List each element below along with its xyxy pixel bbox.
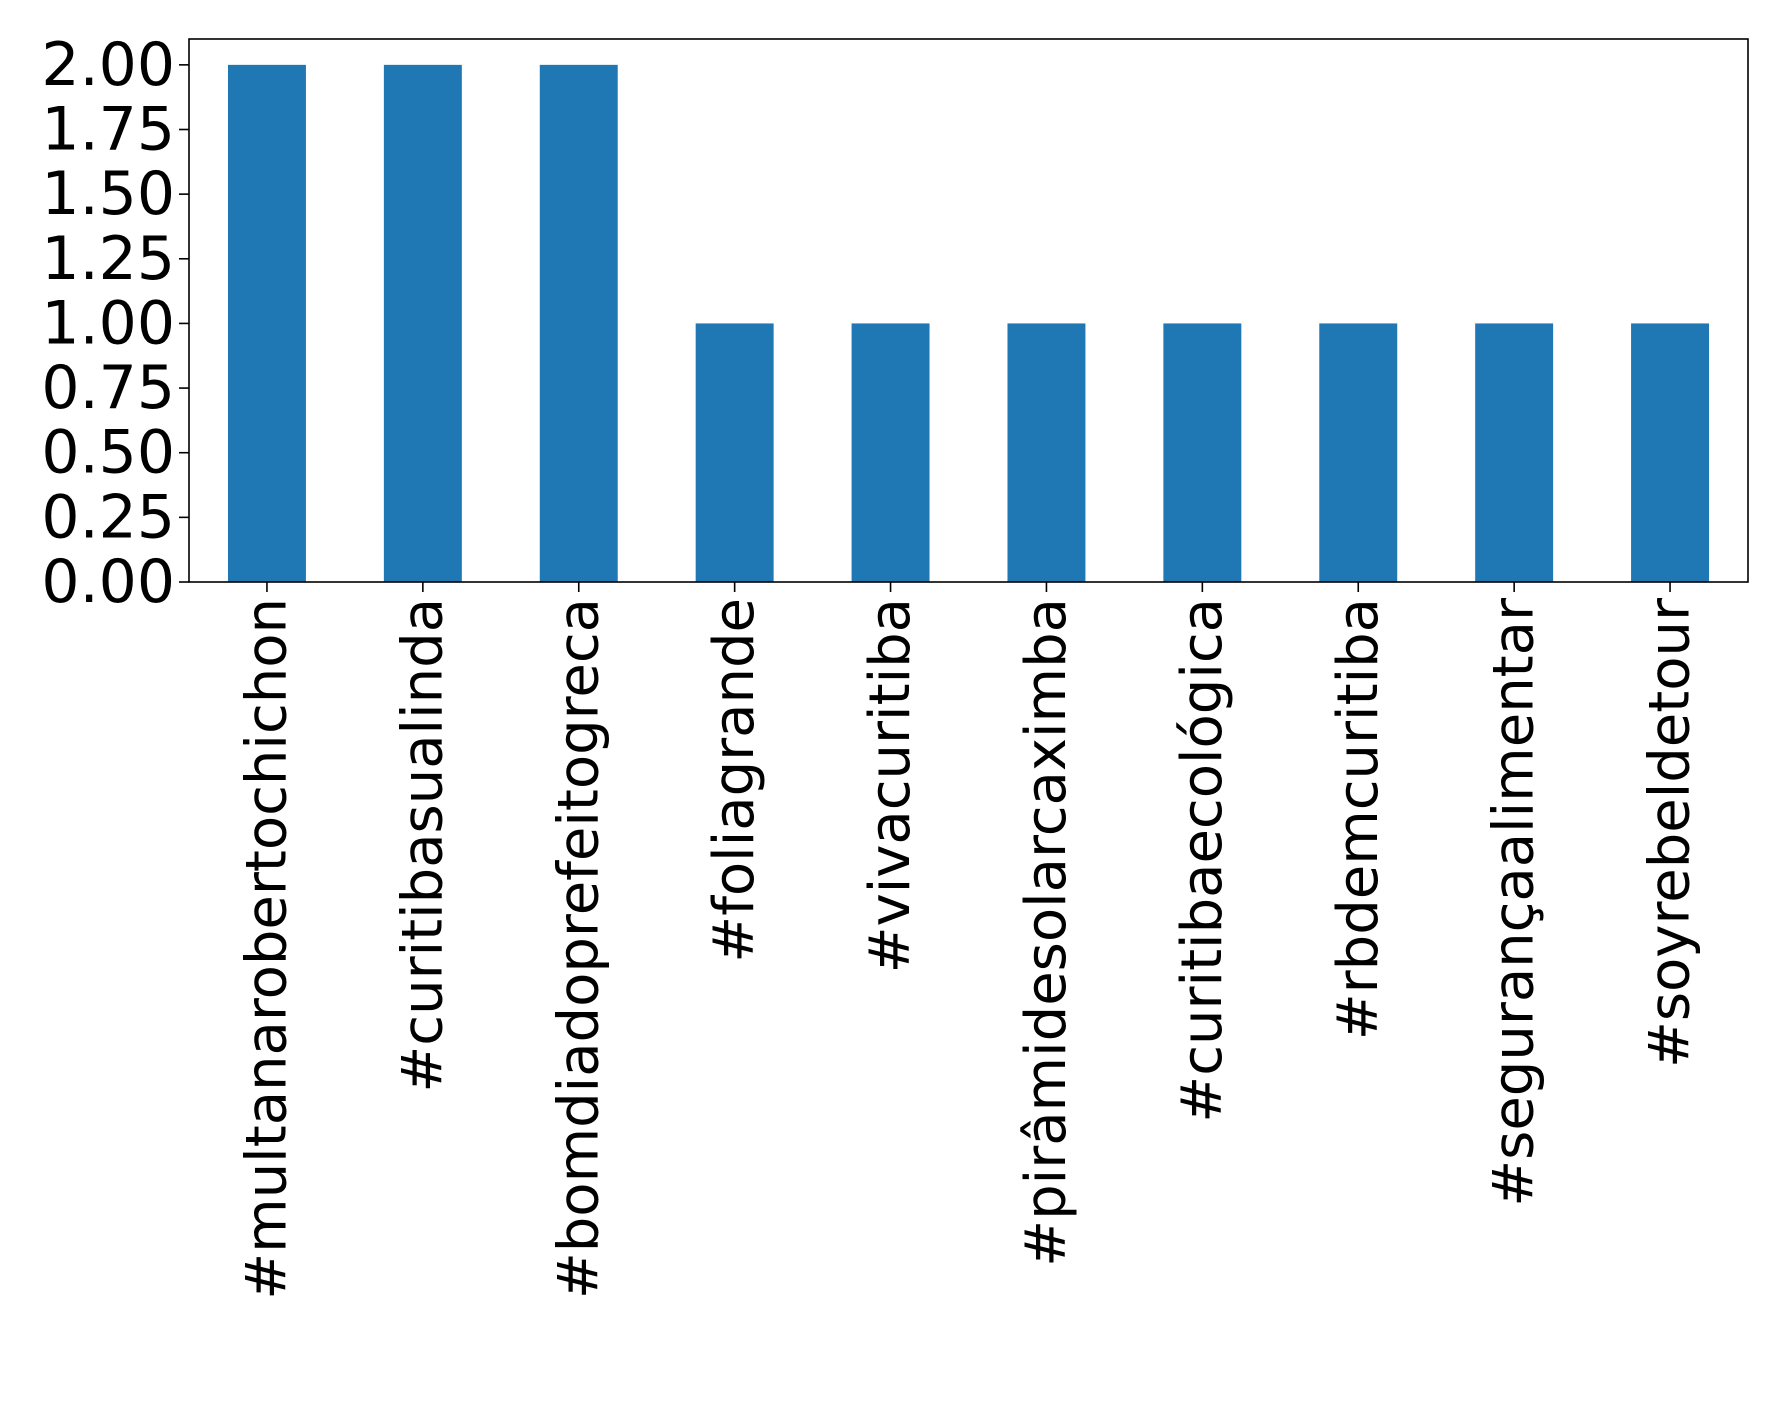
bar bbox=[1163, 323, 1242, 582]
bar bbox=[1475, 323, 1554, 582]
x-tick-label: #rbdemcuritiba bbox=[1326, 598, 1391, 1040]
y-tick-label: 1.75 bbox=[41, 95, 175, 165]
y-tick-label: 0.50 bbox=[41, 418, 175, 488]
x-tick-label: #curitibaecológica bbox=[1170, 598, 1235, 1123]
bar bbox=[695, 323, 774, 582]
bar bbox=[1319, 323, 1398, 582]
bar bbox=[539, 64, 618, 583]
bar bbox=[227, 64, 306, 583]
x-tick-label: #pirâmidesolarcaximba bbox=[1014, 598, 1079, 1267]
bar bbox=[851, 323, 930, 582]
y-tick-label: 1.00 bbox=[41, 288, 175, 358]
x-tick-label: #multanarobertochichon bbox=[234, 598, 299, 1300]
x-tick-label: #foliagrande bbox=[702, 598, 767, 963]
y-tick-label: 1.50 bbox=[41, 159, 175, 229]
x-tick-label: #soyrebeldetour bbox=[1638, 597, 1703, 1068]
y-tick-label: 2.00 bbox=[41, 30, 175, 100]
bar bbox=[1631, 323, 1710, 582]
x-tick-label: #vivacuritiba bbox=[858, 598, 923, 973]
bar bbox=[383, 64, 462, 583]
x-tick-label: #segurançaalimentar bbox=[1482, 597, 1547, 1207]
y-tick-label: 0.00 bbox=[41, 547, 175, 617]
y-tick-label: 0.25 bbox=[41, 482, 175, 552]
bar bbox=[1007, 323, 1086, 582]
bars-layer bbox=[227, 64, 1710, 583]
x-tick-label: #bomdiadoprefeitogreca bbox=[546, 598, 611, 1299]
x-axis: #multanarobertochichon #curitibasualinda #… bbox=[234, 582, 1703, 1300]
y-axis: 0.000.250.500.751.001.251.501.752.00 bbox=[41, 30, 189, 617]
x-tick-label: #curitibasualinda bbox=[390, 598, 455, 1093]
y-tick-label: 1.25 bbox=[41, 224, 175, 294]
plot-frame bbox=[188, 38, 1749, 583]
y-tick-label: 0.75 bbox=[41, 353, 175, 423]
